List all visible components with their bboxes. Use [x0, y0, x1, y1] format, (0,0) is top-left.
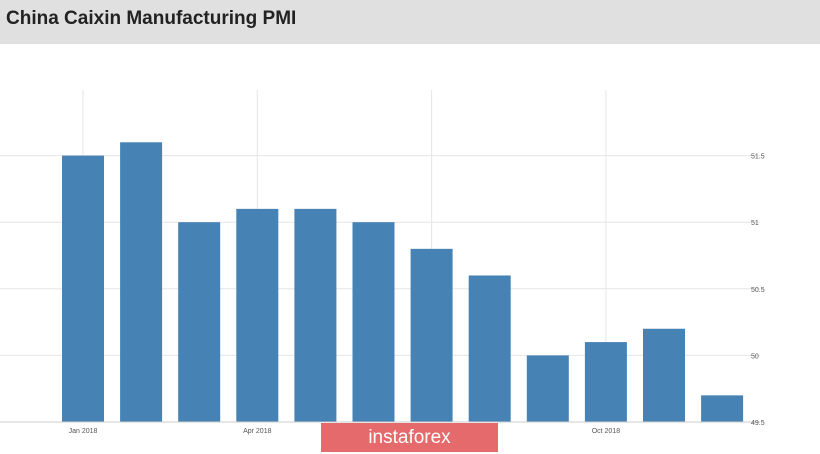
- chart-container: 49.5 50 50.5 51 51.5 Jan 2018 Apr 2018 Oct 2018: [0, 44, 820, 454]
- bar-aug-2018: [468, 275, 511, 422]
- bar-may-2018: [294, 208, 337, 422]
- y-tick-label: 49.5: [751, 420, 765, 427]
- bar-nov-2018: [643, 328, 685, 422]
- y-tick-label: 51: [751, 220, 759, 227]
- instaforex-watermark: instaforex: [321, 423, 498, 452]
- y-tick-label: 51.5: [751, 154, 765, 161]
- x-tick-label: Apr 2018: [243, 428, 272, 435]
- bar-apr-2018: [236, 208, 279, 422]
- bar-chart: 49.5 50 50.5 51 51.5 Jan 2018 Apr 2018 Oct 2018: [0, 90, 765, 435]
- page-title: China Caixin Manufacturing PMI: [6, 8, 297, 29]
- bar-jan-2018: [62, 155, 104, 422]
- bar-oct-2018: [584, 342, 627, 422]
- bar-jul-2018: [410, 248, 453, 422]
- title-bar: China Caixin Manufacturing PMI: [0, 0, 820, 44]
- watermark-text: instaforex: [368, 426, 451, 448]
- bar-dec-2018: [701, 395, 744, 422]
- x-tick-label: Jan 2018: [69, 428, 98, 435]
- x-tick-label: Oct 2018: [592, 428, 621, 435]
- y-tick-label: 50.5: [751, 287, 765, 294]
- bar-feb-2018: [120, 142, 163, 422]
- bar-sep-2018: [526, 355, 569, 422]
- bar-jun-2018: [352, 222, 395, 422]
- y-tick-label: 50: [751, 353, 759, 360]
- bar-mar-2018: [178, 222, 221, 422]
